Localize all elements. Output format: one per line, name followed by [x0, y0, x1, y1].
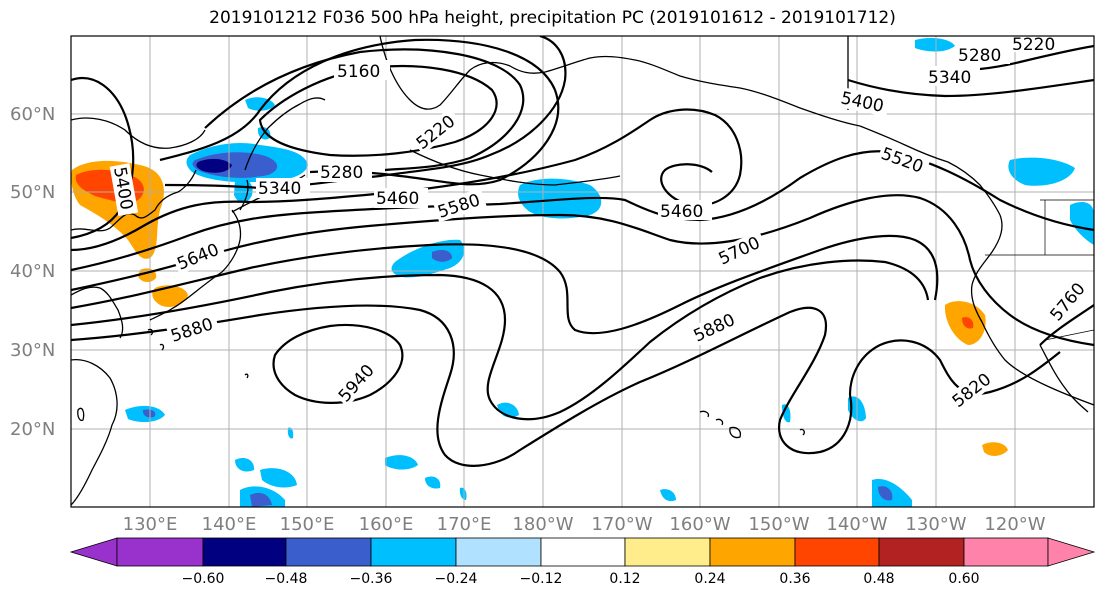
precip-positive-japan-2	[152, 285, 188, 307]
lon-label-170w: 170°W	[591, 514, 653, 535]
colorbar-bin-5	[455, 537, 542, 567]
colorbar	[69, 537, 1096, 567]
colorbar-extend-right	[1047, 537, 1096, 567]
contour-5280	[159, 38, 560, 186]
contour-label-group: 5160 5220 5280 5340 5400 5460 5580 5640	[109, 35, 1092, 413]
lat-label-30n: 30°N	[10, 340, 56, 361]
coast-china	[71, 359, 118, 506]
coast-islands-2	[244, 373, 805, 436]
border-us-canada	[985, 199, 1094, 256]
lon-label-150w: 150°W	[748, 514, 810, 535]
precip-subtropic-blue-9m	[878, 486, 893, 501]
colorbar-tick-neg060: −0.60	[181, 571, 225, 587]
precip-canada-blue	[1008, 157, 1075, 186]
colorbar-tick-pos024: 0.24	[694, 571, 726, 587]
colorbar-bin-11	[963, 537, 1049, 567]
colorbar-tick-neg024: −0.24	[434, 571, 478, 587]
contour-label-5460-east: 5460	[660, 202, 703, 222]
contour-5580	[71, 194, 1094, 347]
lat-label-20n: 20°N	[10, 419, 56, 440]
coast-kamchatka	[244, 97, 326, 171]
lon-label-180w: 180°W	[512, 514, 574, 535]
coast-na-west	[970, 214, 1094, 406]
colorbar-tick-neg036: −0.36	[349, 571, 393, 587]
coast-taiwan	[77, 407, 85, 422]
colorbar-bin-1	[116, 537, 204, 567]
lat-label-60n: 60°N	[10, 104, 56, 125]
contour-5820	[848, 339, 1061, 396]
contour-label-5280-east: 5280	[958, 46, 1001, 66]
precip-subtropic-blue-3	[260, 468, 297, 488]
coast-asia	[71, 117, 206, 232]
contour-5700	[71, 259, 930, 421]
contour-label-5160: 5160	[337, 62, 380, 82]
colorbar-bin-6	[540, 537, 626, 567]
precip-subtropic-blue-1m	[142, 409, 156, 418]
precip-midpacific-medium	[432, 250, 452, 262]
border-us-mexico	[1044, 329, 1094, 341]
lat-label-50n: 50°N	[10, 182, 56, 203]
colorbar-bin-3	[285, 537, 372, 567]
contour-label-5220-east: 5220	[1012, 35, 1055, 55]
contour-5220	[204, 48, 525, 172]
coast-korea	[71, 286, 124, 339]
contour-5760	[1039, 304, 1094, 346]
precip-dark-kuril	[196, 158, 232, 173]
colorbar-bin-8	[709, 537, 796, 567]
precip-subtropic-blue-11	[287, 427, 294, 439]
lon-label-120w: 120°W	[984, 514, 1046, 535]
precip-subtropic-blue-12	[660, 489, 676, 502]
precip-subtropic-blue-2	[235, 458, 255, 472]
contour-label-5280: 5280	[320, 163, 363, 183]
contour-5640	[71, 234, 939, 335]
map-frame	[70, 35, 1095, 508]
precip-california-red	[962, 317, 974, 329]
lon-label-160w: 160°W	[669, 514, 731, 535]
coast-hawaii	[699, 410, 742, 439]
lon-label-130w: 130°W	[905, 514, 967, 535]
precip-subtropic-blue-6	[425, 476, 441, 489]
contour-5940	[272, 323, 404, 404]
precip-subtropic-blue-9	[872, 479, 912, 507]
precip-bering-blue	[915, 38, 955, 52]
contour-5520	[71, 150, 1094, 272]
colorbar-tick-neg012: −0.12	[519, 571, 563, 587]
precip-aleutian-blue	[518, 178, 602, 219]
colorbar-bin-2	[202, 537, 287, 567]
colorbar-tick-pos048: 0.48	[863, 571, 895, 587]
colorbar-bin-4	[370, 537, 457, 567]
colorbar-tick-pos060: 0.60	[948, 571, 980, 587]
lon-label-140w: 140°W	[826, 514, 888, 535]
precip-subtropic-blue-13	[459, 487, 467, 500]
contour-label-5460: 5460	[376, 189, 419, 209]
contour-label-5340: 5340	[258, 179, 301, 199]
lat-label-40n: 40°N	[10, 261, 56, 282]
precip-subtropic-blue-4m	[250, 492, 272, 507]
colorbar-extend-left	[69, 537, 118, 567]
lon-label-150e: 150°E	[279, 514, 335, 535]
colorbar-tick-pos036: 0.36	[779, 571, 811, 587]
precip-canada-blue-2	[1070, 202, 1094, 245]
colorbar-tick-pos012: 0.12	[609, 571, 641, 587]
lon-label-170e: 170°E	[436, 514, 492, 535]
lon-label-130e: 130°E	[122, 514, 178, 535]
precip-subtropic-blue-5	[385, 455, 418, 470]
coast-baja	[1039, 344, 1089, 413]
lon-label-160e: 160°E	[358, 514, 414, 535]
colorbar-bin-10	[878, 537, 965, 567]
colorbar-tick-neg048: −0.48	[264, 571, 308, 587]
precip-mexico-orange	[982, 442, 1008, 456]
lon-label-140e: 140°E	[201, 514, 257, 535]
contour-5880	[71, 304, 853, 467]
contour-label-5340-east: 5340	[928, 68, 971, 88]
map-title: 2019101212 F036 500 hPa height, precipit…	[209, 8, 896, 28]
precip-midpacific-blue	[391, 239, 465, 278]
colorbar-bin-9	[794, 537, 880, 567]
contour-5400	[71, 77, 1094, 240]
colorbar-bin-7	[624, 537, 711, 567]
